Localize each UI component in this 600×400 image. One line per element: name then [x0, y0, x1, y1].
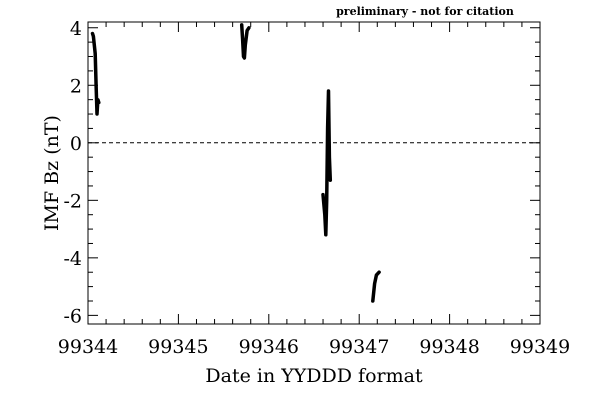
x-tick-label: 99347 — [329, 336, 389, 358]
y-axis: -6 -4 -2 0 2 4 — [63, 18, 540, 327]
preliminary-note: preliminary - not for citation — [336, 5, 514, 18]
x-tick-label: 99346 — [239, 336, 299, 358]
bz-series-segment-2 — [239, 23, 251, 60]
y-tick-label: -2 — [63, 190, 82, 212]
x-axis: 99344 99345 99346 99347 99348 99349 — [58, 22, 570, 358]
y-tick-label: 0 — [70, 133, 82, 155]
plot-frame — [87, 21, 541, 325]
bz-series-segment-4 — [371, 270, 381, 303]
bz-series-segment-1 — [90, 31, 101, 116]
x-tick-label: 99348 — [419, 336, 479, 358]
y-tick-label: -4 — [63, 248, 82, 270]
x-tick-label: 99345 — [148, 336, 208, 358]
y-tick-label: 2 — [70, 75, 82, 97]
y-tick-label: 4 — [70, 18, 82, 40]
x-axis-label: Date in YYDDD format — [205, 365, 423, 387]
bz-series-segment-3 — [321, 89, 333, 237]
y-axis-label: IMF Bz (nT) — [41, 115, 63, 231]
data-layer — [90, 23, 381, 303]
x-tick-label: 99344 — [58, 336, 118, 358]
y-tick-label: -6 — [63, 305, 82, 327]
x-tick-label: 99349 — [510, 336, 570, 358]
